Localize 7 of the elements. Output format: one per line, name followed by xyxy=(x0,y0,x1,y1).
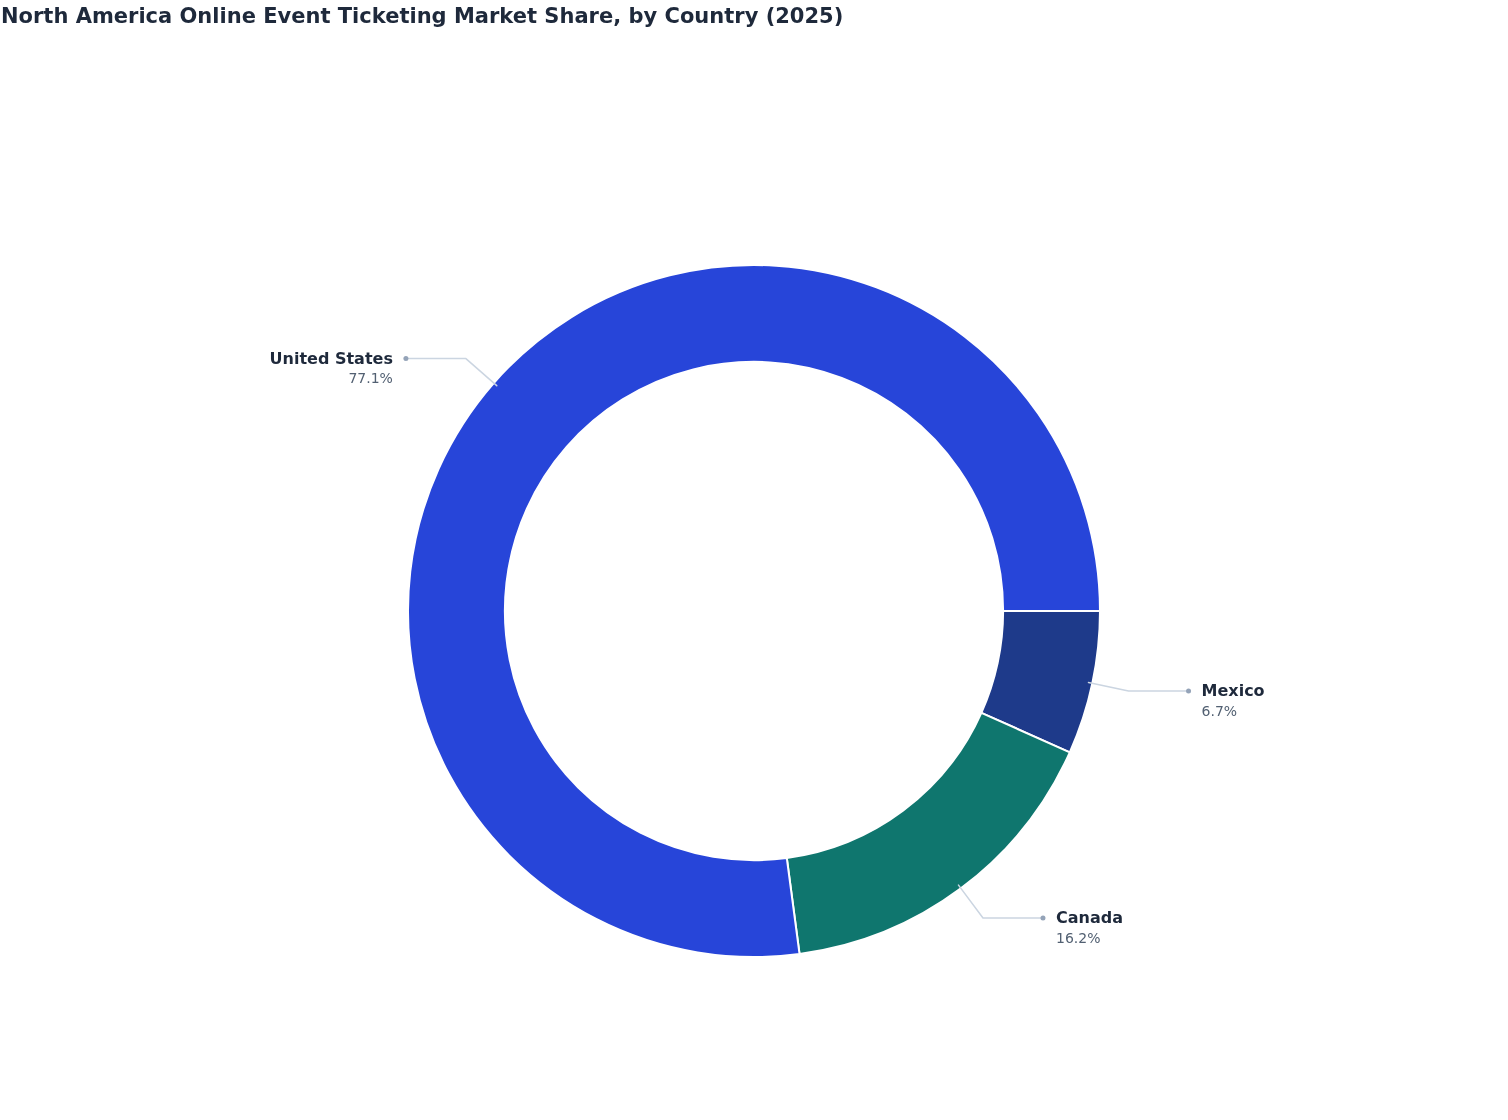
slice-label: United States xyxy=(269,348,393,368)
data-label: 16.2% xyxy=(1056,929,1101,946)
slice-label: Canada xyxy=(1056,908,1123,928)
chart-title: North America Online Event Ticketing Market Share, by Country (2025) xyxy=(1,4,844,28)
slice-label: Mexico xyxy=(1201,681,1265,701)
data-label: 77.1% xyxy=(348,370,393,387)
data-label: 6.7% xyxy=(1201,702,1238,719)
